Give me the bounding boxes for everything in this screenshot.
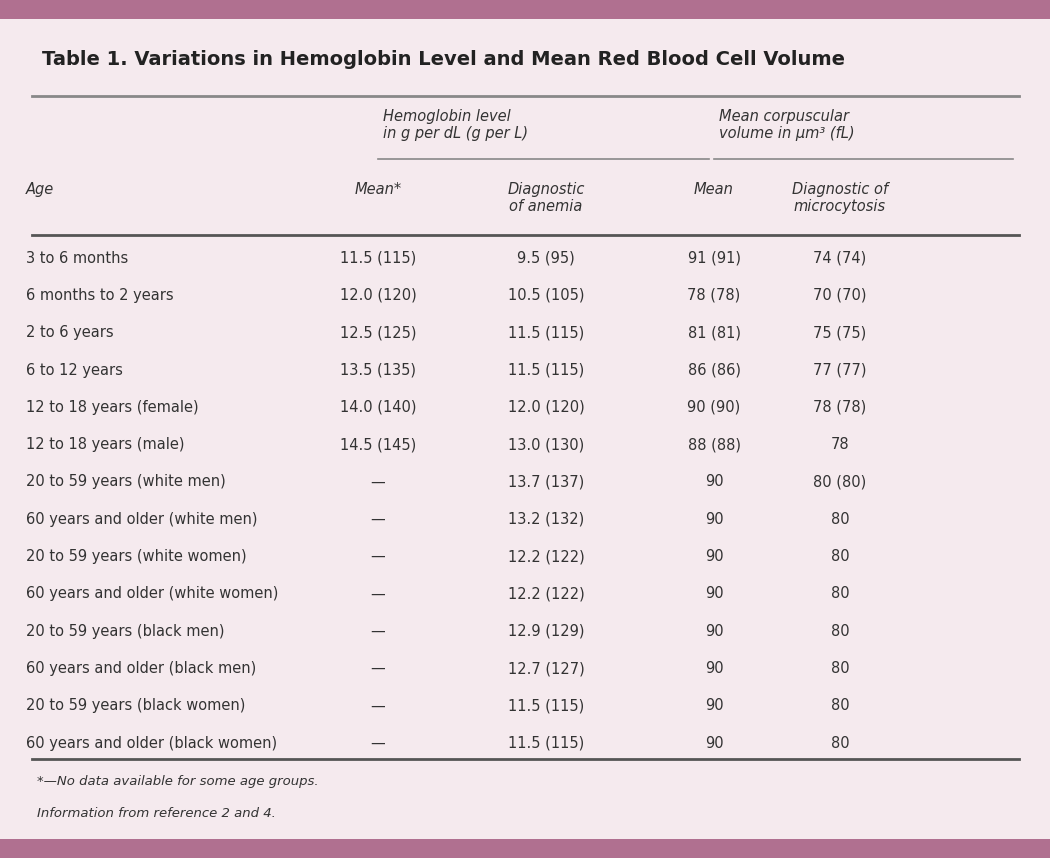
Text: 13.7 (137): 13.7 (137) — [508, 474, 584, 489]
Text: 91 (91): 91 (91) — [688, 251, 740, 265]
Text: Age: Age — [26, 182, 55, 196]
Text: 11.5 (115): 11.5 (115) — [508, 363, 584, 378]
Text: 90: 90 — [705, 587, 723, 601]
Text: 20 to 59 years (white men): 20 to 59 years (white men) — [26, 474, 226, 489]
Text: 60 years and older (white men): 60 years and older (white men) — [26, 512, 257, 527]
Text: Hemoglobin level
in g per dL (g per L): Hemoglobin level in g per dL (g per L) — [383, 109, 528, 142]
Text: —: — — [371, 474, 385, 489]
Text: 60 years and older (white women): 60 years and older (white women) — [26, 587, 278, 601]
Text: 3 to 6 months: 3 to 6 months — [26, 251, 128, 265]
Text: 11.5 (115): 11.5 (115) — [508, 698, 584, 713]
Text: 20 to 59 years (white women): 20 to 59 years (white women) — [26, 549, 247, 564]
Text: Mean corpuscular
volume in μm³ (fL): Mean corpuscular volume in μm³ (fL) — [719, 109, 855, 142]
Text: —: — — [371, 512, 385, 527]
Text: Mean*: Mean* — [355, 182, 401, 196]
Text: 60 years and older (black men): 60 years and older (black men) — [26, 662, 256, 676]
Text: 11.5 (115): 11.5 (115) — [508, 325, 584, 340]
Text: 80 (80): 80 (80) — [814, 474, 866, 489]
Text: 9.5 (95): 9.5 (95) — [517, 251, 575, 265]
Text: 13.2 (132): 13.2 (132) — [508, 512, 584, 527]
Text: 78: 78 — [831, 438, 849, 452]
Text: 80: 80 — [831, 624, 849, 638]
Text: 88 (88): 88 (88) — [688, 438, 740, 452]
Text: 90: 90 — [705, 662, 723, 676]
Text: 13.5 (135): 13.5 (135) — [340, 363, 416, 378]
Text: 90: 90 — [705, 512, 723, 527]
Text: 20 to 59 years (black men): 20 to 59 years (black men) — [26, 624, 225, 638]
Text: 80: 80 — [831, 587, 849, 601]
Text: 20 to 59 years (black women): 20 to 59 years (black women) — [26, 698, 246, 713]
Text: 80: 80 — [831, 736, 849, 751]
Text: 2 to 6 years: 2 to 6 years — [26, 325, 113, 340]
Text: —: — — [371, 549, 385, 564]
Text: 80: 80 — [831, 512, 849, 527]
Text: 11.5 (115): 11.5 (115) — [508, 736, 584, 751]
Text: 90: 90 — [705, 698, 723, 713]
Text: Diagnostic of
microcytosis: Diagnostic of microcytosis — [792, 182, 888, 214]
Text: 90: 90 — [705, 624, 723, 638]
Text: *—No data available for some age groups.: *—No data available for some age groups. — [37, 775, 318, 788]
Text: 13.0 (130): 13.0 (130) — [508, 438, 584, 452]
Text: 78 (78): 78 (78) — [814, 400, 866, 414]
Text: 12.0 (120): 12.0 (120) — [507, 400, 585, 414]
Text: Mean: Mean — [694, 182, 734, 196]
Text: 74 (74): 74 (74) — [814, 251, 866, 265]
Text: 77 (77): 77 (77) — [814, 363, 866, 378]
Text: 90: 90 — [705, 736, 723, 751]
Text: 12 to 18 years (male): 12 to 18 years (male) — [26, 438, 185, 452]
Text: —: — — [371, 662, 385, 676]
Text: Diagnostic
of anemia: Diagnostic of anemia — [507, 182, 585, 214]
Text: 90 (90): 90 (90) — [688, 400, 740, 414]
Text: 12.0 (120): 12.0 (120) — [339, 288, 417, 303]
Text: 12.9 (129): 12.9 (129) — [508, 624, 584, 638]
Text: 12 to 18 years (female): 12 to 18 years (female) — [26, 400, 198, 414]
Text: Information from reference 2 and 4.: Information from reference 2 and 4. — [37, 807, 275, 820]
Text: 86 (86): 86 (86) — [688, 363, 740, 378]
Text: 12.2 (122): 12.2 (122) — [507, 549, 585, 564]
Text: —: — — [371, 624, 385, 638]
Text: 78 (78): 78 (78) — [688, 288, 740, 303]
Text: 6 months to 2 years: 6 months to 2 years — [26, 288, 174, 303]
Text: 80: 80 — [831, 662, 849, 676]
Text: 90: 90 — [705, 549, 723, 564]
Text: 80: 80 — [831, 698, 849, 713]
Text: —: — — [371, 698, 385, 713]
Text: 80: 80 — [831, 549, 849, 564]
Text: —: — — [371, 736, 385, 751]
Text: 60 years and older (black women): 60 years and older (black women) — [26, 736, 277, 751]
Text: 12.5 (125): 12.5 (125) — [340, 325, 416, 340]
Text: 75 (75): 75 (75) — [814, 325, 866, 340]
Text: 6 to 12 years: 6 to 12 years — [26, 363, 123, 378]
Text: —: — — [371, 587, 385, 601]
Text: 81 (81): 81 (81) — [688, 325, 740, 340]
Text: 11.5 (115): 11.5 (115) — [340, 251, 416, 265]
Text: 90: 90 — [705, 474, 723, 489]
Text: 14.5 (145): 14.5 (145) — [340, 438, 416, 452]
Text: 70 (70): 70 (70) — [814, 288, 866, 303]
Text: 12.2 (122): 12.2 (122) — [507, 587, 585, 601]
Text: 10.5 (105): 10.5 (105) — [508, 288, 584, 303]
Text: 14.0 (140): 14.0 (140) — [340, 400, 416, 414]
Text: 12.7 (127): 12.7 (127) — [507, 662, 585, 676]
Text: Table 1. Variations in Hemoglobin Level and Mean Red Blood Cell Volume: Table 1. Variations in Hemoglobin Level … — [42, 50, 845, 69]
